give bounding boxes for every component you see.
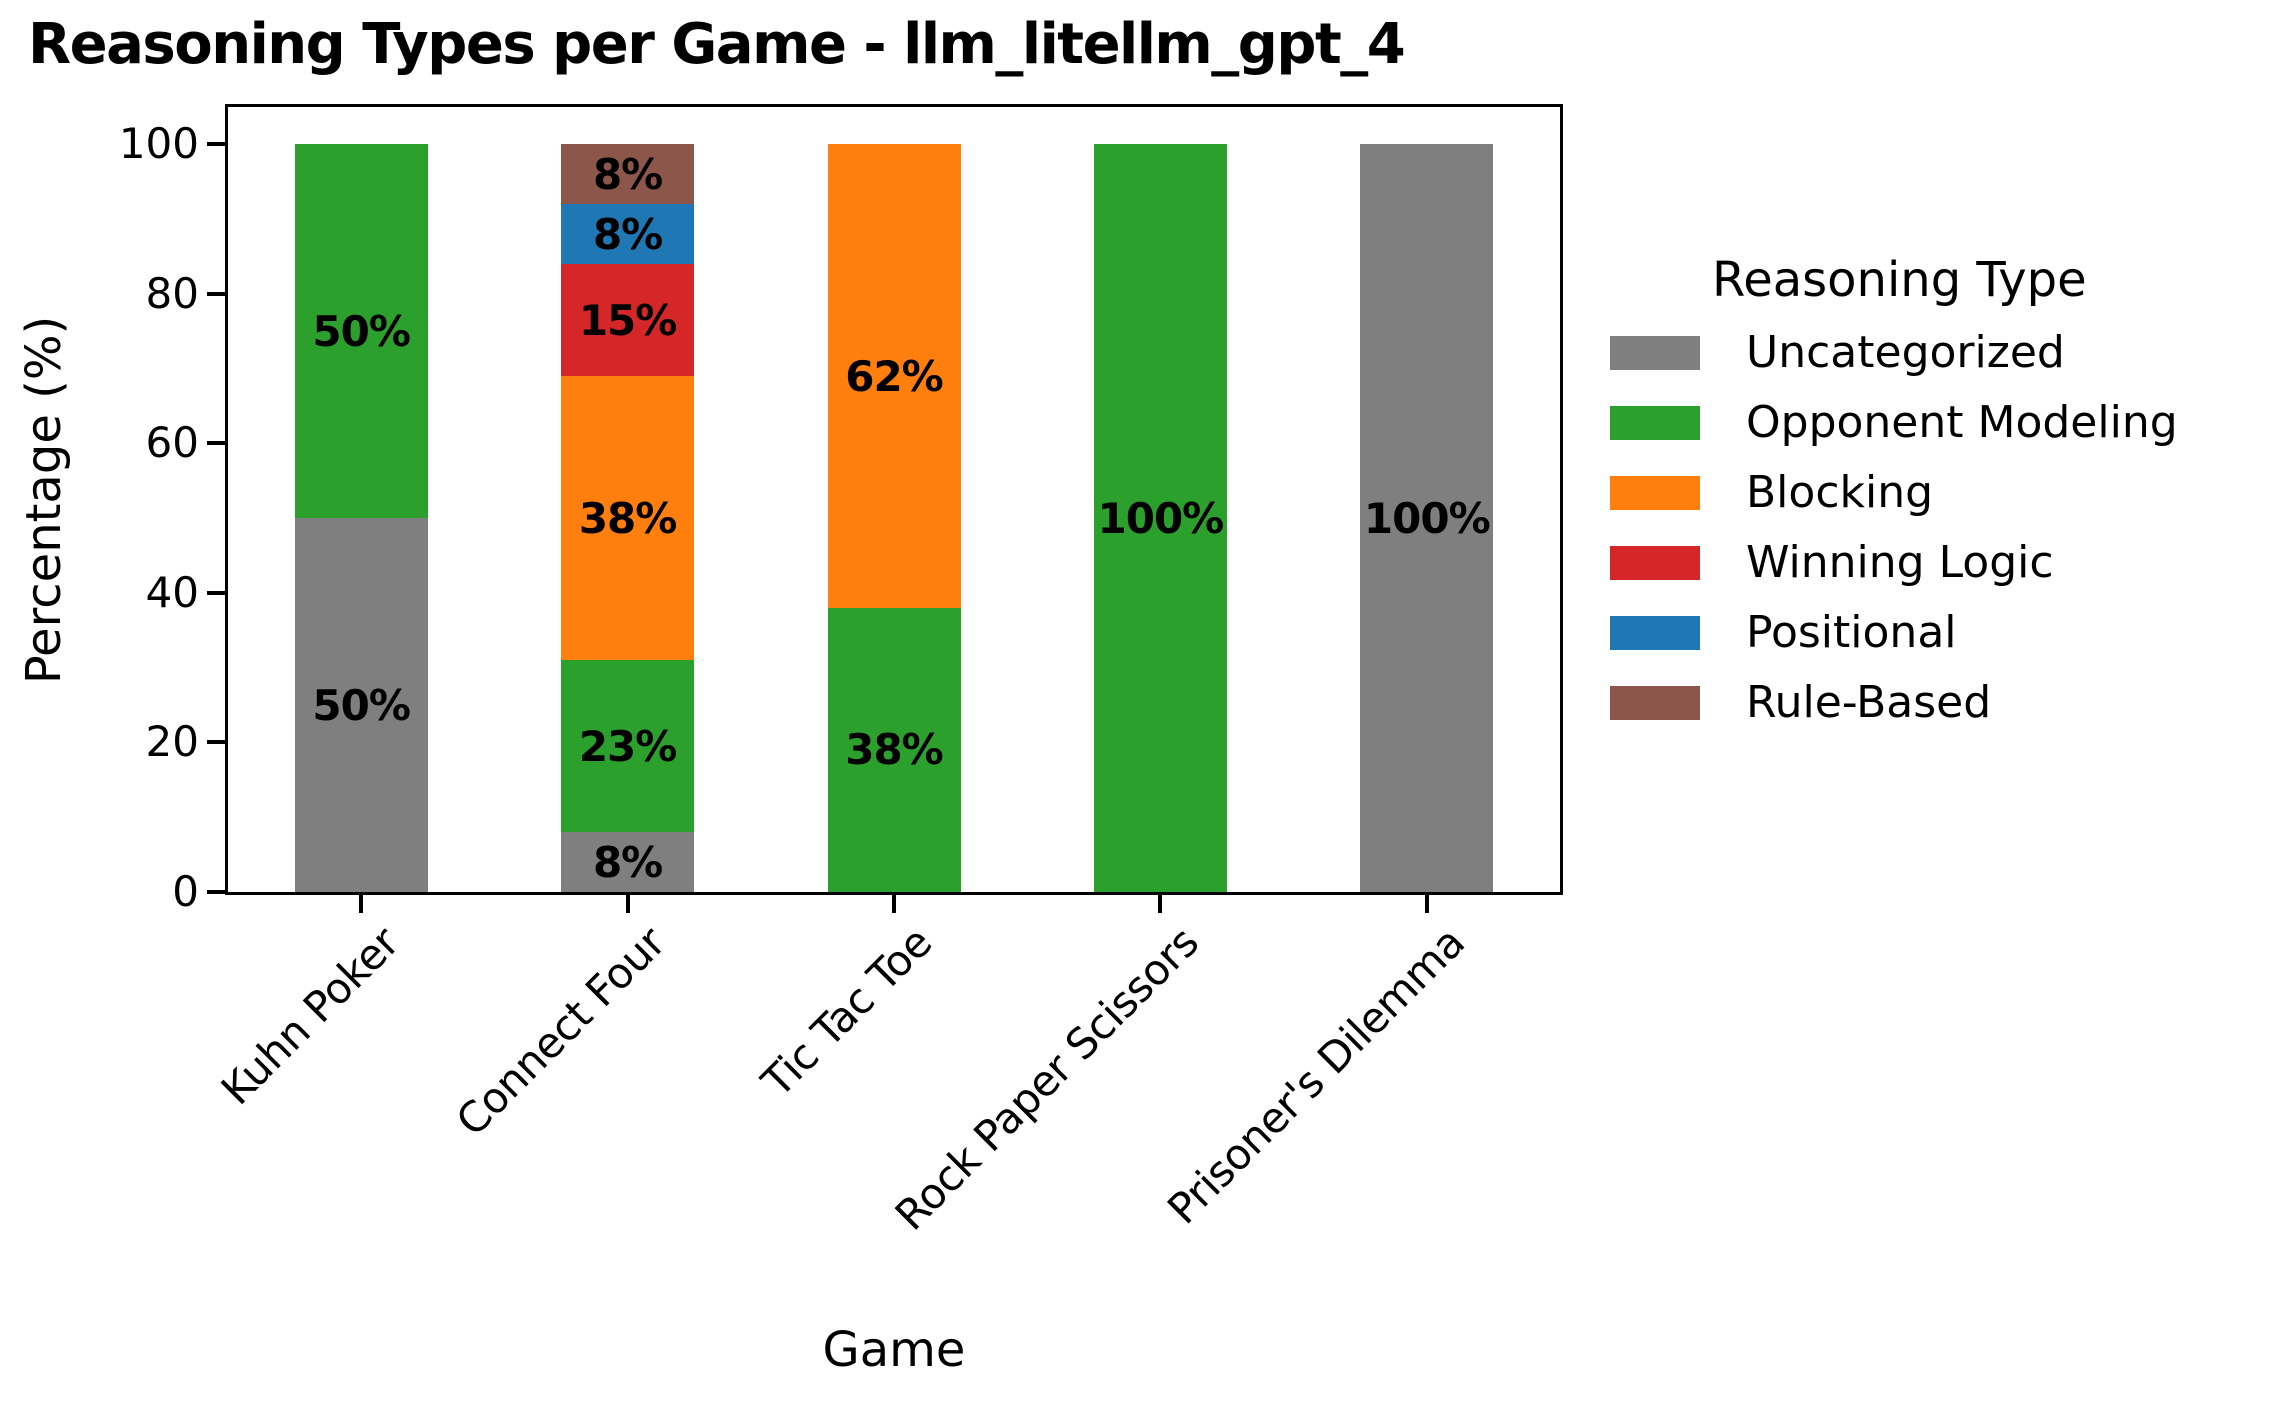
bar-segment-connect-four-positional: 8%: [561, 204, 695, 264]
chart-title: Reasoning Types per Game - llm_litellm_g…: [28, 12, 1406, 77]
bar-segment-kuhn-poker-opponent-modeling: 50%: [294, 144, 428, 519]
plot-area: 50% 50% 8% 23% 38% 15% 8% 8% 38% 62% 100% 100%: [225, 104, 1563, 895]
x-tick-label-prisoner-s-dilemma: Prisoner's Dilemma: [1158, 917, 1475, 1234]
bar-value-label: 100%: [1363, 493, 1491, 543]
y-tick-label: 20: [145, 717, 199, 767]
y-tick-mark: [207, 441, 225, 446]
bar-segment-connect-four-uncategorized: 8%: [561, 832, 695, 892]
bar-segment-rock-paper-scissors-opponent-modeling: 100%: [1093, 144, 1227, 892]
bar-value-label: 8%: [592, 149, 663, 199]
x-tick-label-rock-paper-scissors: Rock Paper Scissors: [885, 917, 1208, 1240]
bar-value-label: 8%: [592, 209, 663, 259]
legend-label-uncategorized: Uncategorized: [1746, 327, 2065, 378]
legend-swatch-positional: [1610, 616, 1700, 650]
legend-title: Reasoning Type: [1712, 252, 2087, 308]
y-tick-label: 60: [145, 418, 199, 468]
legend-label-positional: Positional: [1746, 607, 1957, 658]
bar-value-label: 38%: [845, 725, 944, 775]
bar-segment-connect-four-blocking: 38%: [561, 376, 695, 661]
y-tick-mark: [207, 291, 225, 296]
y-tick-label: 100: [118, 119, 199, 169]
bar-value-label: 62%: [845, 351, 944, 401]
legend-label-rule-based: Rule-Based: [1746, 677, 1992, 728]
bar-value-label: 100%: [1097, 493, 1225, 543]
legend-swatch-blocking: [1610, 476, 1700, 510]
bar-value-label: 50%: [312, 306, 411, 356]
x-tick-mark: [1424, 895, 1429, 913]
y-axis-label: Percentage (%): [16, 315, 72, 685]
bar-segment-tic-tac-toe-blocking: 62%: [827, 144, 961, 608]
legend-swatch-uncategorized: [1610, 336, 1700, 370]
bar-value-label: 50%: [312, 680, 411, 730]
legend-label-winning-logic: Winning Logic: [1746, 537, 2054, 588]
x-tick-mark: [892, 895, 896, 913]
legend-swatch-winning-logic: [1610, 546, 1700, 580]
bar-segment-connect-four-opponent-modeling: 23%: [561, 660, 695, 833]
x-tick-label-tic-tac-toe: Tic Tac Toe: [752, 917, 942, 1107]
bar-segment-connect-four-rule-based: 8%: [561, 144, 695, 205]
y-tick-label: 0: [172, 867, 199, 916]
y-tick-mark: [207, 142, 225, 147]
bar-segment-tic-tac-toe-opponent-modeling: 38%: [827, 607, 961, 892]
x-tick-label-connect-four: Connect Four: [446, 917, 675, 1146]
legend-label-blocking: Blocking: [1746, 467, 1934, 518]
bar-segment-kuhn-poker-uncategorized: 50%: [294, 518, 428, 892]
y-tick-label: 40: [145, 567, 199, 617]
x-tick-mark: [1158, 895, 1163, 913]
y-tick-mark: [207, 890, 225, 894]
legend-label-opponent-modeling: Opponent Modeling: [1746, 397, 2178, 448]
bar-value-label: 8%: [592, 837, 663, 887]
y-tick-mark: [207, 740, 225, 745]
x-tick-mark: [359, 895, 364, 913]
legend-swatch-rule-based: [1610, 686, 1700, 720]
x-tick-label-kuhn-poker: Kuhn Poker: [211, 917, 409, 1115]
legend-swatch-opponent-modeling: [1610, 406, 1700, 440]
x-tick-mark: [625, 895, 630, 913]
bar-value-label: 38%: [578, 493, 678, 543]
bars-container: 50% 50% 8% 23% 38% 15% 8% 8% 38% 62% 100% 100%: [228, 107, 1560, 892]
bar-value-label: 15%: [578, 295, 678, 345]
x-axis-label: Game: [822, 1322, 966, 1378]
y-tick-mark: [207, 590, 225, 595]
bar-value-label: 23%: [578, 721, 678, 771]
y-tick-label: 80: [145, 268, 199, 318]
bar-segment-prisoner-s-dilemma-uncategorized: 100%: [1360, 144, 1494, 892]
bar-segment-connect-four-winning-logic: 15%: [561, 264, 695, 377]
